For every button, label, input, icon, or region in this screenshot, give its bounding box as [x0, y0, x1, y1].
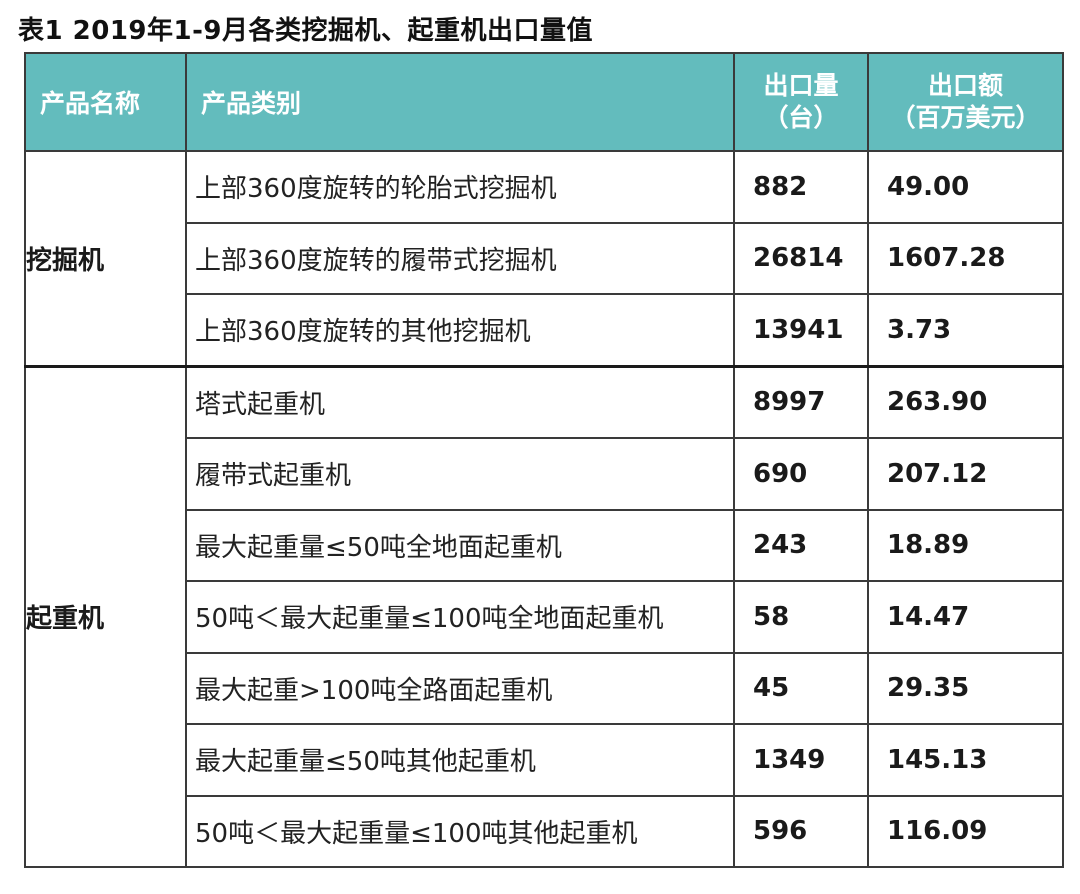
header-quantity: 出口量 （台）	[733, 52, 869, 152]
quantity-cell: 1349	[733, 723, 869, 797]
table-row: 最大起重>100吨全路面起重机 45 29.35	[25, 651, 1064, 725]
group-crane: 起重机	[24, 364, 187, 868]
category-cell: 履带式起重机	[185, 437, 735, 511]
header-product-name: 产品名称	[24, 52, 187, 152]
table-row: 上部360度旋转的其他挖掘机 13941 3.73	[25, 293, 1064, 367]
table-row: 50吨＜最大起重量≤100吨全地面起重机 58 14.47	[25, 580, 1064, 654]
category-cell: 上部360度旋转的轮胎式挖掘机	[185, 150, 735, 224]
header-value-unit: （百万美元）	[890, 103, 1041, 132]
table-row: 起重机 塔式起重机 8997 263.90	[24, 364, 1064, 868]
value-cell: 14.47	[867, 580, 1064, 654]
category-cell: 最大起重量≤50吨全地面起重机	[185, 508, 735, 582]
group-excavator: 挖掘机	[24, 150, 187, 367]
table-row: 挖掘机 上部360度旋转的轮胎式挖掘机 882 49.00	[24, 150, 1064, 367]
quantity-cell: 45	[733, 651, 869, 725]
quantity-cell: 26814	[733, 221, 869, 295]
header-product-category: 产品类别	[185, 52, 735, 152]
quantity-cell: 596	[733, 794, 869, 868]
category-cell: 上部360度旋转的履带式挖掘机	[185, 221, 735, 295]
quantity-cell: 690	[733, 437, 869, 511]
header-row: 产品名称 产品类别 出口量 （台） 出口额 （百万美元）	[24, 52, 1064, 152]
category-cell: 最大起重量≤50吨其他起重机	[185, 723, 735, 797]
table-row: 最大起重量≤50吨全地面起重机 243 18.89	[25, 508, 1064, 582]
value-cell: 263.90	[867, 364, 1064, 439]
table-title: 表1 2019年1-9月各类挖掘机、起重机出口量值	[18, 16, 593, 46]
quantity-cell: 882	[733, 150, 869, 224]
quantity-cell: 13941	[733, 293, 869, 367]
value-cell: 49.00	[867, 150, 1064, 224]
category-cell: 上部360度旋转的其他挖掘机	[185, 293, 735, 367]
header-quantity-label: 出口量	[763, 71, 839, 100]
quantity-cell: 243	[733, 508, 869, 582]
table-row: 上部360度旋转的履带式挖掘机 26814 1607.28	[25, 221, 1064, 295]
value-cell: 207.12	[867, 437, 1064, 511]
table-row: 50吨＜最大起重量≤100吨其他起重机 596 116.09	[25, 794, 1064, 868]
category-cell: 塔式起重机	[185, 364, 735, 439]
quantity-cell: 58	[733, 580, 869, 654]
category-cell: 最大起重>100吨全路面起重机	[185, 651, 735, 725]
quantity-cell: 8997	[733, 364, 869, 439]
value-cell: 29.35	[867, 651, 1064, 725]
category-cell: 50吨＜最大起重量≤100吨全地面起重机	[185, 580, 735, 654]
header-value: 出口额 （百万美元）	[867, 52, 1064, 152]
table-row: 履带式起重机 690 207.12	[25, 437, 1064, 511]
export-table: 产品名称 产品类别 出口量 （台） 出口额 （百万美元） 挖掘机 上部360度旋…	[24, 52, 1064, 868]
value-cell: 145.13	[867, 723, 1064, 797]
value-cell: 18.89	[867, 508, 1064, 582]
value-cell: 116.09	[867, 794, 1064, 868]
header-value-label: 出口额	[927, 71, 1003, 100]
table-row: 最大起重量≤50吨其他起重机 1349 145.13	[25, 723, 1064, 797]
value-cell: 1607.28	[867, 221, 1064, 295]
value-cell: 3.73	[867, 293, 1064, 367]
header-quantity-unit: （台）	[763, 103, 839, 132]
category-cell: 50吨＜最大起重量≤100吨其他起重机	[185, 794, 735, 868]
